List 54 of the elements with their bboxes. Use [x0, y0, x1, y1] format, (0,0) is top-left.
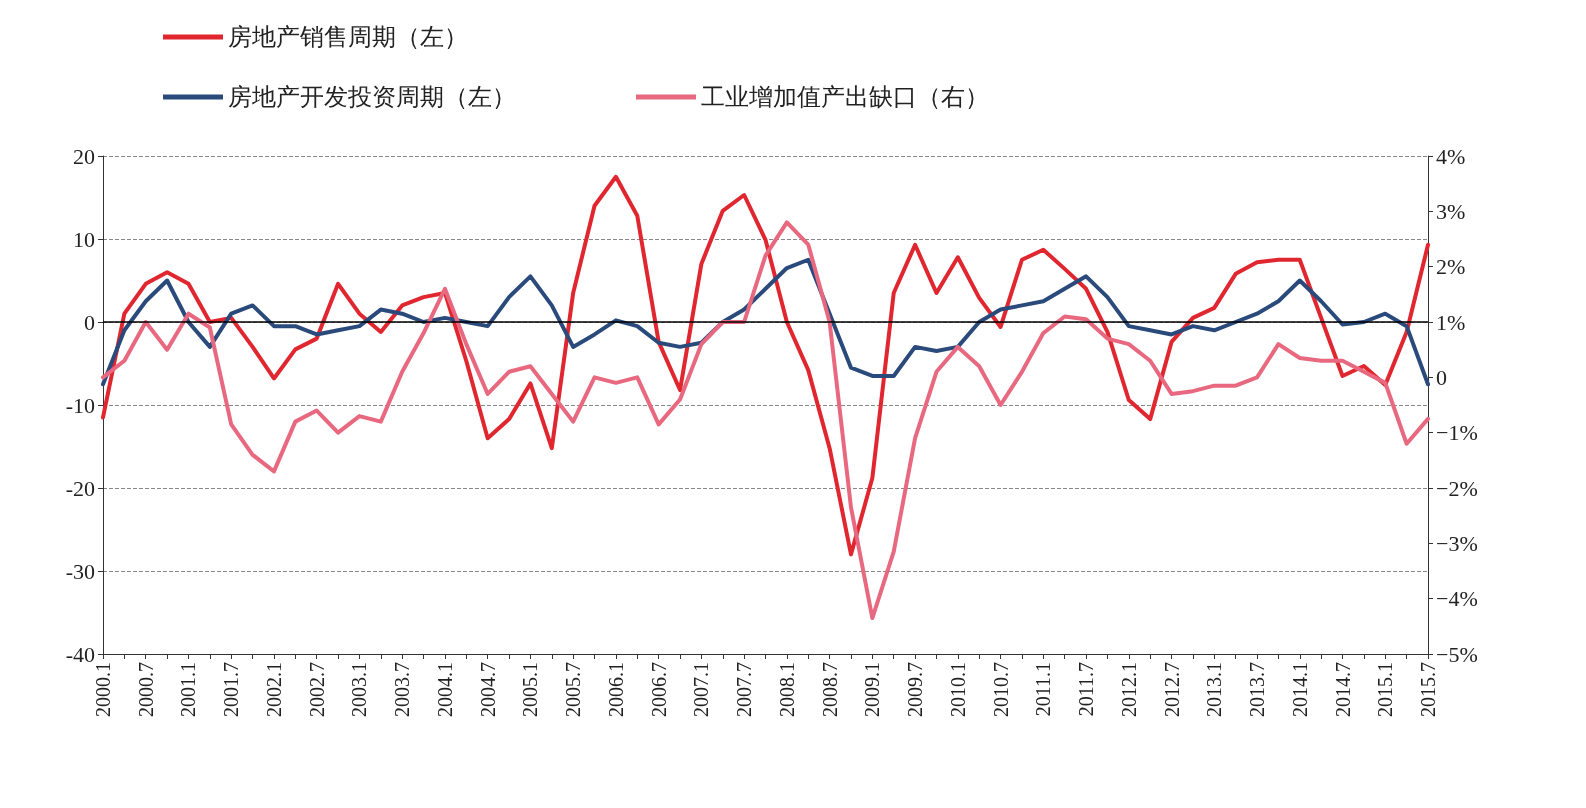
y2-tick-label: −2% — [1436, 475, 1478, 501]
y-tick-label: -40 — [65, 641, 95, 667]
x-tick-label: 2002.7 — [305, 662, 328, 717]
y-tick-label: -10 — [65, 392, 95, 418]
y2-tick-label: 4% — [1436, 143, 1466, 169]
x-tick-label: 2010.7 — [989, 662, 1012, 717]
x-tick-label: 2011.1 — [1032, 662, 1055, 717]
x-tick-label: 2002.1 — [262, 662, 285, 717]
line-series — [101, 220, 1430, 621]
x-tick-label: 2000.1 — [92, 662, 114, 717]
x-tick-label: 2012.7 — [1160, 662, 1183, 717]
y-tick-label: 0 — [84, 309, 95, 335]
x-tick-label: 2012.1 — [1117, 662, 1140, 717]
line-series — [101, 174, 1430, 557]
x-tick-label: 2005.1 — [519, 662, 542, 717]
x-tick-label: 2014.7 — [1331, 662, 1354, 717]
y2-tick-label: −3% — [1436, 530, 1478, 556]
y-tick-label: -20 — [65, 475, 95, 501]
x-tick-label: 2003.1 — [348, 662, 371, 717]
x-tick-label: 2009.1 — [861, 662, 884, 717]
x-tick-label: 2013.7 — [1246, 662, 1269, 717]
x-tick-label: 2001.1 — [177, 662, 200, 717]
x-tick-label: 2004.7 — [476, 662, 499, 717]
y2-tick-label: 0 — [1436, 364, 1447, 390]
x-tick-label: 2007.7 — [733, 662, 756, 717]
y-tick-label: 10 — [73, 226, 95, 252]
y2-tick-label: 2% — [1436, 254, 1466, 280]
x-tick-label: 2014.1 — [1288, 662, 1311, 717]
x-tick-label: 2008.1 — [775, 662, 798, 717]
y-tick-label: 20 — [73, 143, 95, 169]
x-tick-label: 2006.1 — [604, 662, 627, 717]
x-tick-label: 2000.7 — [134, 662, 157, 717]
legend-label: 房地产销售周期（左） — [228, 23, 468, 51]
legend-label: 房地产开发投资周期（左） — [228, 83, 516, 111]
x-tick-label: 2003.7 — [391, 662, 414, 717]
x-tick-label: 2005.7 — [562, 662, 585, 717]
legend-label: 工业增加值产出缺口（右） — [701, 83, 989, 111]
x-tick-label: 2006.7 — [647, 662, 670, 717]
y2-tick-label: −4% — [1436, 586, 1478, 612]
x-tick-label: 2015.1 — [1374, 662, 1397, 717]
x-tick-label: 2009.7 — [904, 662, 927, 717]
x-tick-label: 2004.1 — [433, 662, 456, 717]
y2-tick-label: 3% — [1436, 198, 1466, 224]
y2-tick-label: −5% — [1436, 641, 1478, 667]
x-tick-label: 2013.1 — [1203, 662, 1226, 717]
y2-tick-label: 1% — [1436, 309, 1466, 335]
y-tick-label: -30 — [65, 558, 95, 584]
x-tick-label: 2007.1 — [690, 662, 713, 717]
x-tick-label: 2001.7 — [220, 662, 243, 717]
x-tick-label: 2011.7 — [1075, 662, 1098, 717]
x-tick-label: 2008.7 — [818, 662, 841, 717]
x-tick-label: 2015.7 — [1417, 662, 1439, 717]
y2-tick-label: −1% — [1436, 420, 1478, 446]
x-tick-label: 2010.1 — [946, 662, 969, 717]
